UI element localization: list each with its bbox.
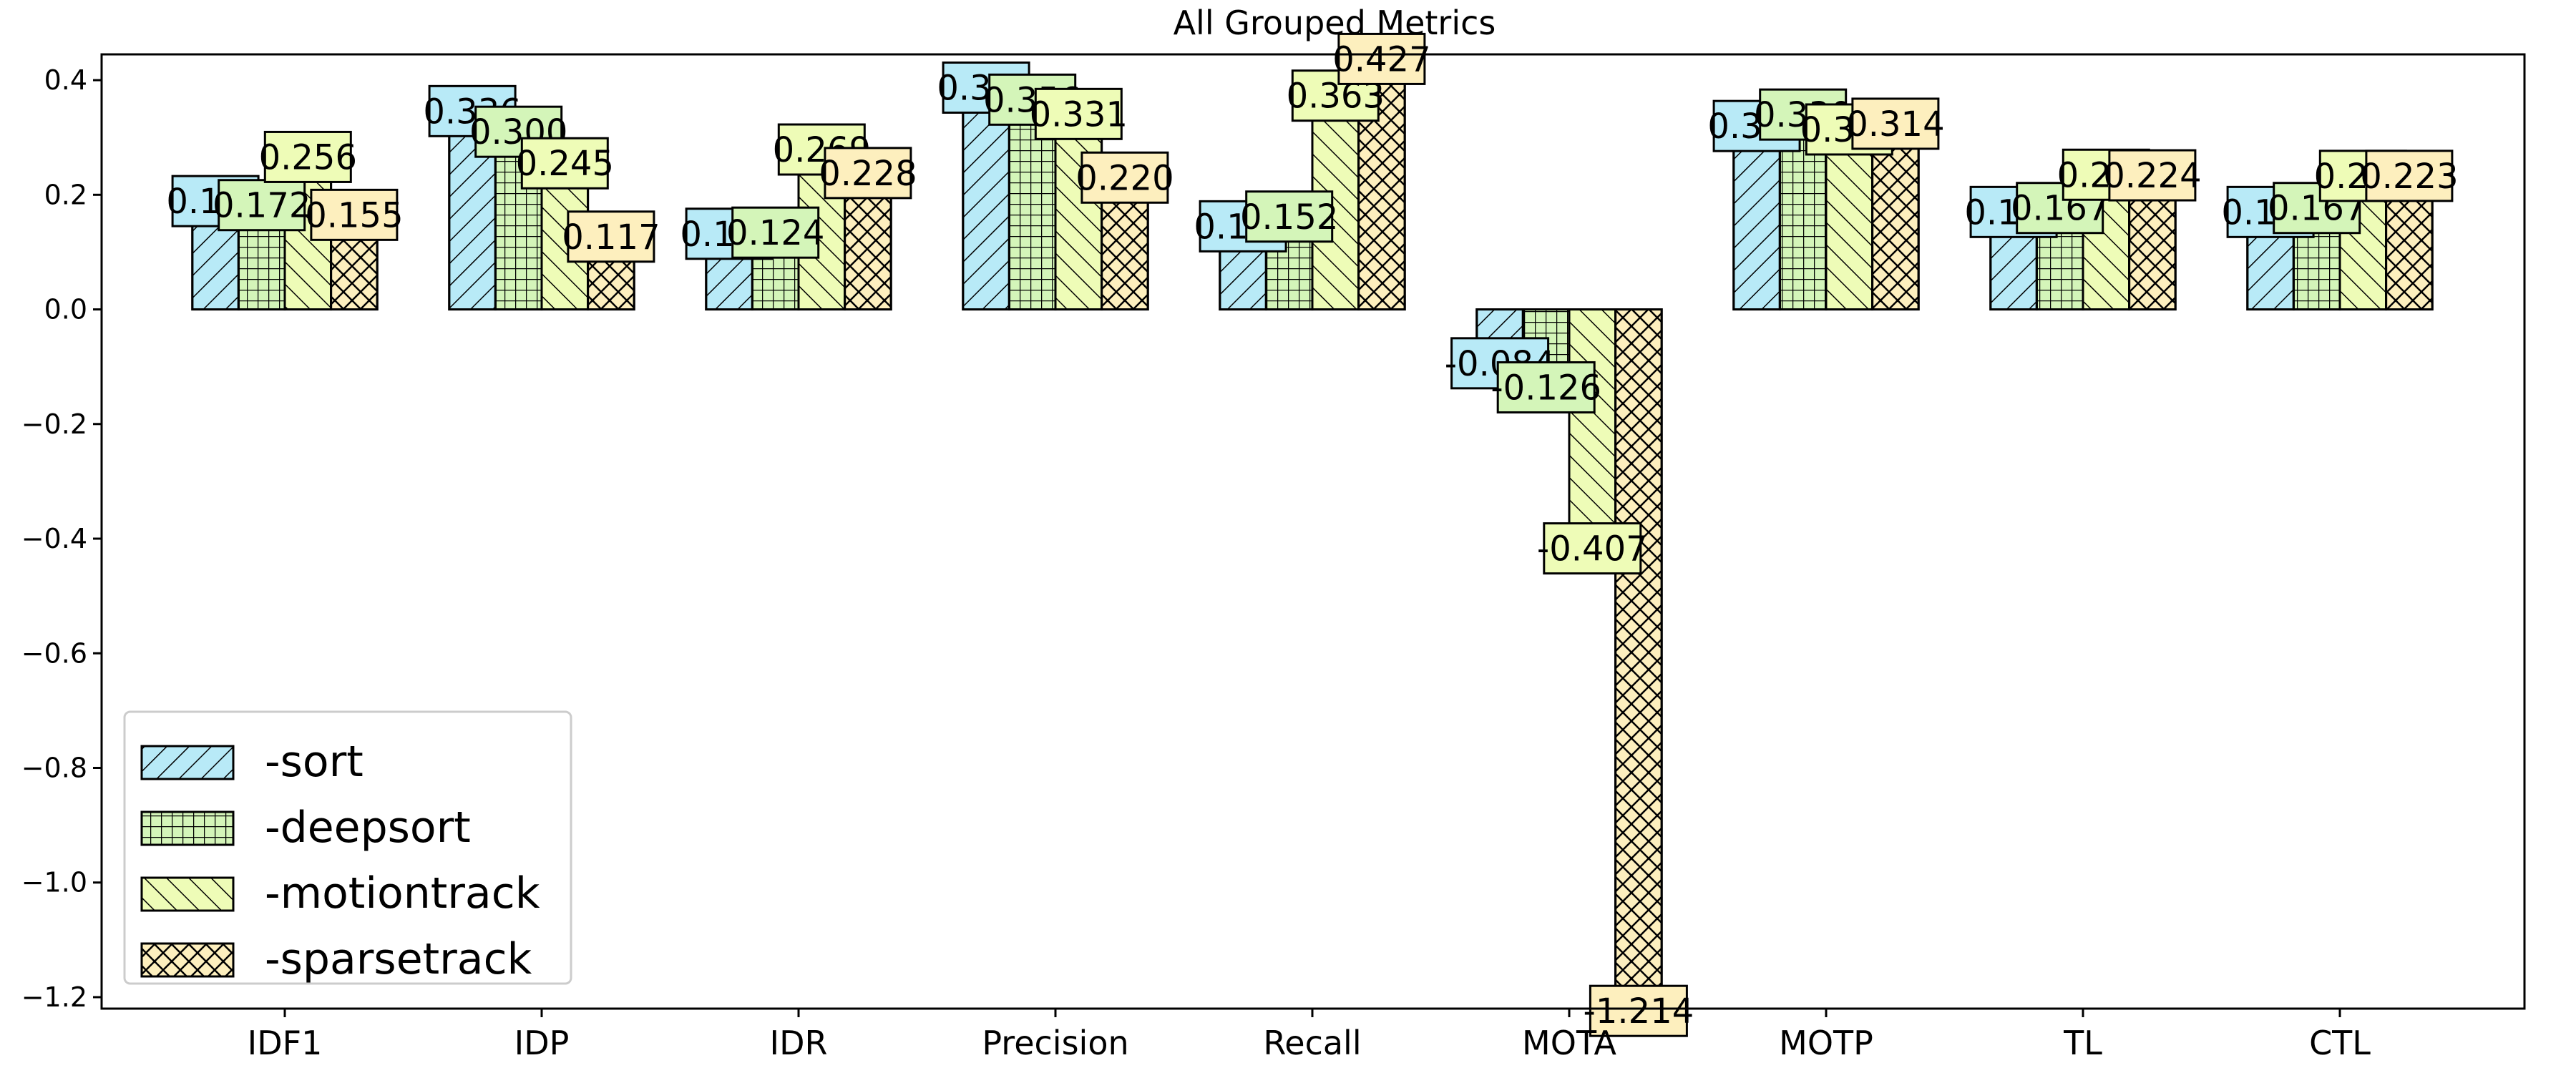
bar-hatch-sort-precision xyxy=(962,92,1010,311)
data-label-text: 0.314 xyxy=(1846,104,1944,144)
legend-swatch-hatch xyxy=(140,876,235,912)
data-label-deepsort-idp: 0.300 xyxy=(469,105,567,158)
data-label-box xyxy=(1245,190,1334,243)
legend-swatch-hatch xyxy=(140,745,235,780)
data-label-motiontrack-mota: -0.407 xyxy=(1537,522,1648,575)
x-tick-label-precision: Precision xyxy=(982,1024,1128,1062)
data-label-box xyxy=(1496,361,1596,413)
data-label-deepsort-idr: 0.124 xyxy=(726,206,824,259)
data-label-text: 0.152 xyxy=(1240,197,1338,237)
legend-item-deepsort: -deepsort xyxy=(140,803,471,853)
data-label-deepsort-mota: -0.126 xyxy=(1491,361,1601,413)
data-label-sparsetrack-precision: 0.220 xyxy=(1075,151,1174,204)
y-tick-label: −1.0 xyxy=(21,867,87,898)
y-tick-label: −0.6 xyxy=(21,637,87,669)
data-label-box xyxy=(2108,149,2197,202)
data-label-text: 0.331 xyxy=(1030,94,1128,134)
data-label-text: -0.407 xyxy=(1537,529,1648,569)
data-label-text: 0.224 xyxy=(2103,156,2201,196)
data-label-sparsetrack-idr: 0.228 xyxy=(819,147,917,200)
legend-label: -motiontrack xyxy=(265,868,540,918)
legend-label: -deepsort xyxy=(265,803,471,853)
bar-hatch-motiontrack-precision xyxy=(1054,118,1103,311)
data-label-box xyxy=(567,210,655,263)
data-label-motiontrack-idp: 0.245 xyxy=(516,137,614,190)
data-label-deepsort-idf1: 0.172 xyxy=(213,179,311,232)
data-label-box xyxy=(1543,522,1642,575)
data-label-text: 0.172 xyxy=(213,186,311,226)
data-label-box xyxy=(731,206,820,259)
axes-layer: 0.4 0.2 0.0 −0.2 −0.4 −0.6 −0.8 −1.0 −1.2 IDF1 IDP… xyxy=(21,53,2526,1062)
chart-title: All Grouped Metrics xyxy=(1174,4,1496,42)
data-label-box xyxy=(474,105,563,158)
bar-hatch-sort-motp xyxy=(1732,130,1781,311)
data-label-deepsort-recall: 0.152 xyxy=(1240,190,1338,243)
data-label-motiontrack-idf1: 0.256 xyxy=(259,130,357,183)
legend-item-sparsetrack: -sparsetrack xyxy=(140,934,532,984)
data-label-box xyxy=(263,130,352,183)
legend-frame xyxy=(123,710,572,985)
data-label-box xyxy=(1080,151,1169,204)
x-tick-label-idf1: IDF1 xyxy=(248,1024,323,1062)
y-tick-label: −1.2 xyxy=(21,981,87,1013)
data-label-sparsetrack-tl: 0.224 xyxy=(2103,149,2202,202)
data-label-box xyxy=(310,188,399,241)
data-label-box xyxy=(520,137,609,190)
legend-label: -sort xyxy=(265,737,364,787)
data-label-sparsetrack-idp: 0.117 xyxy=(562,210,660,263)
bar-hatch-sparsetrack-mota xyxy=(1614,308,1663,1006)
y-tick-label: −0.8 xyxy=(21,752,87,783)
legend-swatch-hatch xyxy=(140,942,235,978)
data-label-text: -0.126 xyxy=(1491,368,1601,408)
data-label-sparsetrack-mota: -1.214 xyxy=(1584,984,1694,1037)
data-label-text: 0.245 xyxy=(516,144,614,184)
data-label-box xyxy=(824,147,912,200)
legend-label: -sparsetrack xyxy=(265,934,532,984)
bar-hatch-sparsetrack-idr xyxy=(844,177,892,311)
data-label-sparsetrack-ctl: 0.223 xyxy=(2360,150,2459,202)
x-tick-label-idr: IDR xyxy=(770,1024,828,1062)
data-label-text: -1.214 xyxy=(1584,991,1694,1032)
data-label-sparsetrack-recall: 0.427 xyxy=(1332,32,1431,85)
y-tick-label: 0.0 xyxy=(44,294,87,325)
data-label-motiontrack-precision: 0.331 xyxy=(1030,87,1128,140)
data-label-text: 0.228 xyxy=(819,154,917,194)
bar-hatch-sparsetrack-motp xyxy=(1871,128,1920,311)
data-label-text: 0.117 xyxy=(562,217,660,258)
data-label-text: 0.256 xyxy=(259,137,357,177)
x-tick-label-motp: MOTP xyxy=(1779,1024,1873,1062)
data-label-text: 0.220 xyxy=(1075,158,1174,198)
x-tick-label-tl: TL xyxy=(2063,1024,2102,1062)
bar-hatch-sparsetrack-tl xyxy=(2128,180,2177,311)
x-tick-label-mota: MOTA xyxy=(1522,1024,1616,1062)
y-tick-label: 0.4 xyxy=(44,64,87,96)
data-label-box xyxy=(1851,97,1940,150)
x-tick-label-recall: Recall xyxy=(1263,1024,1361,1062)
x-tick-label-ctl: CTL xyxy=(2309,1024,2371,1062)
data-label-text: 0.427 xyxy=(1332,39,1430,79)
data-labels-layer: 0.1790.3360.1220.3770.135-0.0840.3100.16… xyxy=(166,32,2459,1037)
legend-item-motiontrack: -motiontrack xyxy=(140,868,540,918)
data-label-box xyxy=(1337,32,1426,85)
data-label-sparsetrack-motp: 0.314 xyxy=(1846,97,1945,150)
data-label-box xyxy=(218,179,306,232)
data-label-text: 0.223 xyxy=(2360,157,2458,197)
bar-hatch-sparsetrack-precision xyxy=(1101,182,1149,311)
data-label-text: 0.155 xyxy=(305,195,403,235)
data-label-box xyxy=(1034,87,1123,140)
legend: -sort -deepsort -motiontrack -sparsetrack xyxy=(123,710,572,985)
x-tick-label-idp: IDP xyxy=(514,1024,570,1062)
bar-hatch-motiontrack-mota xyxy=(1568,308,1617,544)
legend-swatch-hatch xyxy=(140,810,235,846)
y-tick-label: 0.2 xyxy=(44,179,87,210)
y-tick-label: −0.2 xyxy=(21,408,87,440)
data-label-text: 0.124 xyxy=(726,213,824,253)
data-label-box xyxy=(2365,150,2454,202)
bar-hatch-motiontrack-motp xyxy=(1825,134,1874,311)
data-label-box xyxy=(1589,984,1688,1037)
data-label-sparsetrack-idf1: 0.155 xyxy=(305,188,404,241)
y-tick-label: −0.4 xyxy=(21,523,87,554)
legend-item-sort: -sort xyxy=(140,737,364,787)
